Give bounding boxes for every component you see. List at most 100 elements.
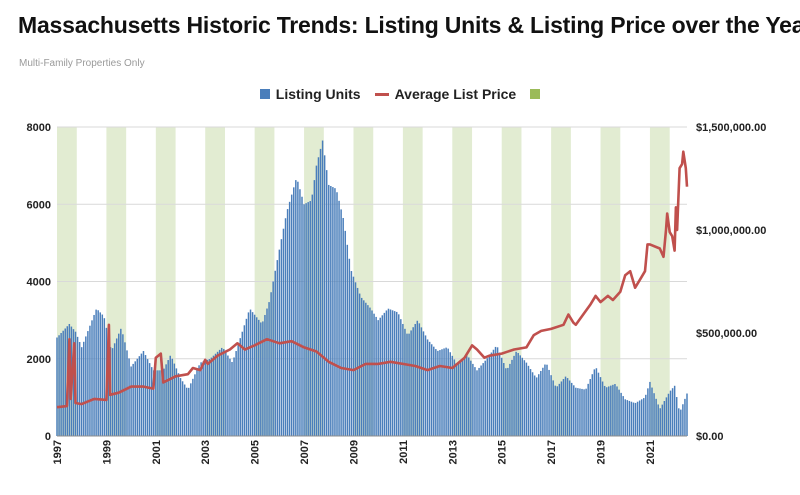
listing-units-bar xyxy=(449,352,451,436)
listing-units-bar xyxy=(155,370,157,436)
listing-units-bar xyxy=(330,186,332,436)
listing-units-bar xyxy=(290,194,293,436)
listing-units-bar xyxy=(657,404,659,436)
listing-units-bar xyxy=(200,362,202,436)
listing-units-bar xyxy=(393,311,396,436)
listing-units-bar xyxy=(120,328,122,436)
listing-units-bar xyxy=(402,323,404,436)
listing-units-bar xyxy=(661,404,664,436)
listing-units-bar xyxy=(447,348,449,436)
x-tick-label: 2001 xyxy=(151,440,163,464)
y-right-tick-label: $1,500,000.00 xyxy=(696,122,766,134)
listing-units-bar xyxy=(210,357,213,436)
listing-units-bar xyxy=(585,388,587,436)
listing-units-bar xyxy=(474,367,476,436)
listing-units-bar xyxy=(488,355,491,436)
listing-units-bar xyxy=(476,370,478,436)
listing-units-bar xyxy=(387,308,390,436)
listing-units-bar xyxy=(398,314,400,436)
listing-units-bar xyxy=(167,360,169,436)
y-left-tick-label: 0 xyxy=(45,431,51,443)
listing-units-bar xyxy=(680,409,682,436)
listing-units-bar xyxy=(194,374,196,436)
x-tick-label: 2005 xyxy=(250,440,262,464)
listing-units-bar xyxy=(420,327,423,436)
listing-units-bar xyxy=(150,367,153,436)
x-tick-label: 2011 xyxy=(398,440,410,464)
listing-units-bar xyxy=(363,300,365,436)
listing-units-bar xyxy=(428,341,431,436)
listing-units-bar xyxy=(638,400,641,436)
listing-units-bar xyxy=(379,317,381,436)
listing-units-bar xyxy=(313,180,316,436)
listing-units-bar xyxy=(554,385,556,436)
listing-units-bar xyxy=(233,357,235,436)
legend-item-units: Listing Units xyxy=(259,86,361,102)
listing-units-bar xyxy=(280,239,283,436)
listing-units-bar xyxy=(325,170,328,436)
listing-units-bar xyxy=(589,379,591,436)
listing-units-bar xyxy=(636,401,639,436)
listing-units-bar xyxy=(649,381,651,436)
y-left-tick-label: 6000 xyxy=(27,199,51,211)
listing-units-bar xyxy=(196,369,198,436)
listing-units-bar xyxy=(655,398,657,436)
listing-units-bar xyxy=(328,184,330,436)
listing-units-bar xyxy=(128,358,130,436)
listing-units-bar xyxy=(62,330,64,436)
listing-units-bar xyxy=(276,260,279,436)
listing-units-bar xyxy=(573,385,575,436)
x-tick-label: 2003 xyxy=(200,440,212,464)
listing-units-bar xyxy=(630,401,633,436)
y-right-tick-label: $0.00 xyxy=(696,431,724,443)
listing-units-bar xyxy=(93,314,95,436)
listing-units-bar xyxy=(443,348,445,436)
listing-units-bar xyxy=(579,388,581,436)
listing-units-bar xyxy=(381,315,384,436)
listing-units-bar xyxy=(667,393,670,436)
listing-units-bar xyxy=(319,148,322,436)
listing-units-bar xyxy=(136,358,139,436)
x-tick-label: 2013 xyxy=(447,440,459,464)
listing-units-bar xyxy=(486,358,489,436)
listing-units-bar xyxy=(268,302,270,436)
listing-units-bar xyxy=(334,188,336,436)
listing-units-bar xyxy=(165,364,167,436)
listing-units-bar xyxy=(258,319,260,436)
listing-units-bar xyxy=(111,348,114,436)
listing-units-bar xyxy=(354,282,357,436)
listing-units-bar xyxy=(581,388,583,436)
listing-units-bar xyxy=(453,359,456,436)
listing-units-bar xyxy=(356,287,359,436)
legend-label-units: Listing Units xyxy=(275,86,361,102)
listing-units-bar xyxy=(216,351,219,436)
listing-units-bar xyxy=(231,361,233,436)
listing-units-bar xyxy=(192,378,194,436)
listing-units-bar xyxy=(575,387,577,436)
listing-units-bar xyxy=(546,364,548,436)
listing-units-bar xyxy=(684,398,686,436)
listing-units-bar xyxy=(507,367,509,436)
listing-units-bar xyxy=(663,400,666,436)
listing-units-bar xyxy=(441,349,443,436)
listing-units-bar xyxy=(383,312,386,436)
listing-units-bar xyxy=(85,336,87,436)
listing-units-bar xyxy=(515,351,517,436)
listing-units-bar xyxy=(142,351,145,436)
listing-units-bar xyxy=(465,355,468,436)
listing-units-bar xyxy=(529,369,532,436)
listing-units-bar xyxy=(286,209,289,436)
listing-units-bar xyxy=(255,317,258,436)
listing-units-bar xyxy=(159,370,161,436)
listing-units-bar xyxy=(626,400,629,436)
x-tick-label: 2021 xyxy=(645,440,657,464)
listing-units-bar xyxy=(56,337,58,436)
listing-units-bar xyxy=(562,379,565,436)
chart-subtitle: Multi-Family Properties Only xyxy=(19,58,145,69)
listing-units-bar xyxy=(418,323,421,436)
listing-units-bar xyxy=(115,338,118,436)
listing-units-bar xyxy=(126,350,128,436)
legend-label-price: Average List Price xyxy=(394,86,517,102)
y-left-tick-label: 2000 xyxy=(27,354,51,366)
listing-units-bar xyxy=(83,341,85,436)
